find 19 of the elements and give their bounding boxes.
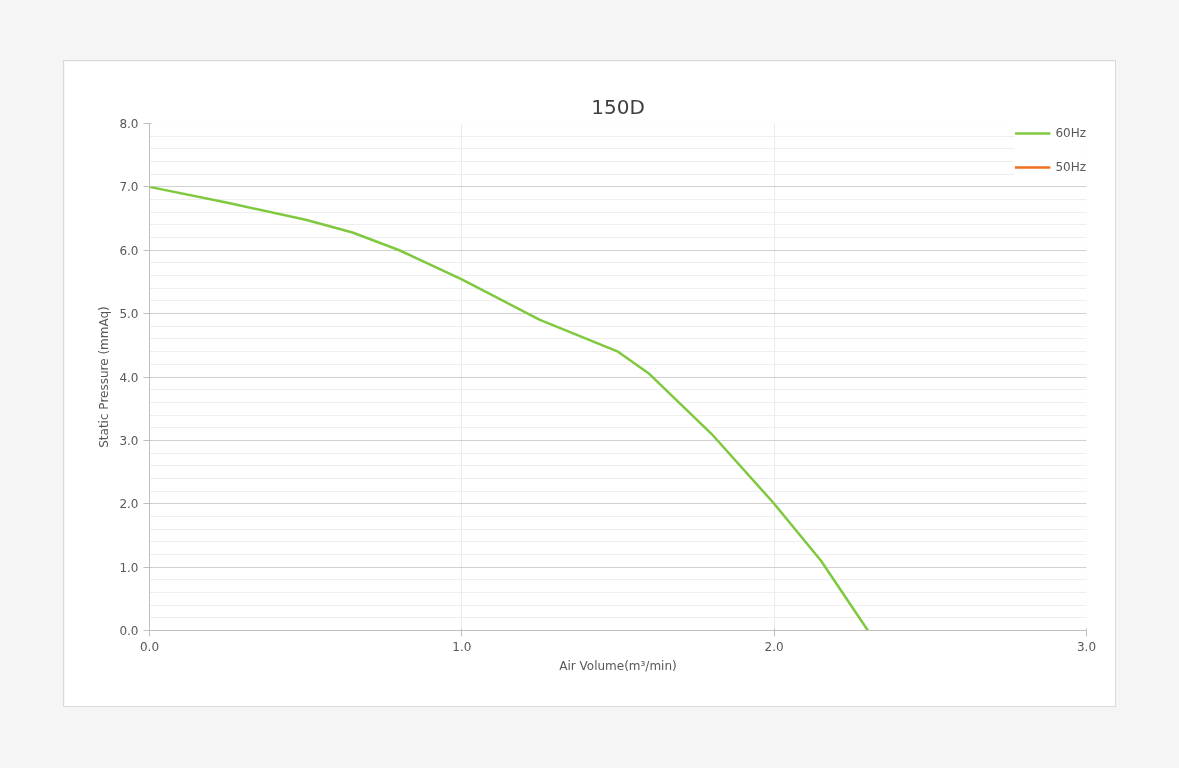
y-tick-label: 0.0 bbox=[119, 624, 139, 638]
x-tick-label: 0.0 bbox=[139, 639, 160, 654]
y-tick-label: 7.0 bbox=[119, 180, 139, 195]
y-tick-label: 6.0 bbox=[119, 243, 139, 258]
legend-label: 60Hz bbox=[1055, 126, 1086, 140]
x-axis-title: Air Volume(m³/min) bbox=[559, 658, 677, 673]
y-tick-label: 8.0 bbox=[119, 117, 139, 131]
legend-label: 50Hz bbox=[1055, 160, 1086, 174]
y-tick-label: 4.0 bbox=[119, 370, 139, 385]
y-axis-title: Static Pressure (mmAq) bbox=[97, 306, 112, 448]
y-tick-label: 1.0 bbox=[119, 560, 139, 575]
line-series bbox=[149, 185, 870, 631]
chart-title: 150D bbox=[591, 94, 645, 119]
x-tick-label: 3.0 bbox=[1076, 639, 1097, 654]
y-tick-label: 5.0 bbox=[119, 307, 139, 322]
x-tick-label: 2.0 bbox=[764, 639, 784, 654]
y-tick-label: 2.0 bbox=[119, 497, 139, 512]
x-tick-label: 1.0 bbox=[452, 639, 472, 654]
y-tick-label: 3.0 bbox=[119, 433, 139, 448]
